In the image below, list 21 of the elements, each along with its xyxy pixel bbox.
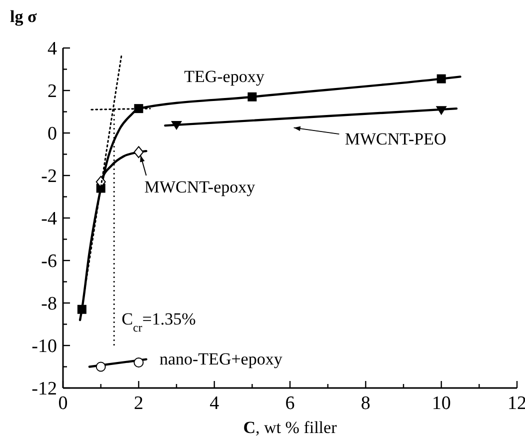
y-axis-title: lg σ (10, 7, 38, 26)
y-tick-label: -10 (32, 336, 57, 358)
x-tick-label: 10 (432, 393, 451, 414)
annotation: nano-TEG+epoxy (159, 350, 283, 369)
x-tick-label: 8 (360, 393, 370, 414)
y-tick-label: -4 (41, 208, 58, 230)
x-tick-label: 2 (134, 393, 144, 414)
annotation: MWCNT-epoxy (144, 178, 256, 196)
annotation: MWCNT-PEO (344, 130, 446, 149)
y-tick-label: 0 (48, 124, 57, 145)
x-tick-label: 4 (210, 393, 220, 414)
y-tick-label: -12 (32, 378, 57, 400)
x-axis-title: C, wt % filler (243, 418, 338, 437)
y-tick-label: -6 (41, 251, 57, 272)
x-tick-label: 6 (285, 393, 295, 414)
annotation: C$_{cr}$=1.35% (122, 309, 196, 334)
annotation: TEG-epoxy (184, 67, 265, 86)
y-tick-label: -8 (41, 294, 57, 315)
y-tick-label: -2 (41, 166, 57, 188)
y-tick-label: 4 (48, 38, 58, 60)
y-tick-label: 2 (48, 81, 57, 102)
